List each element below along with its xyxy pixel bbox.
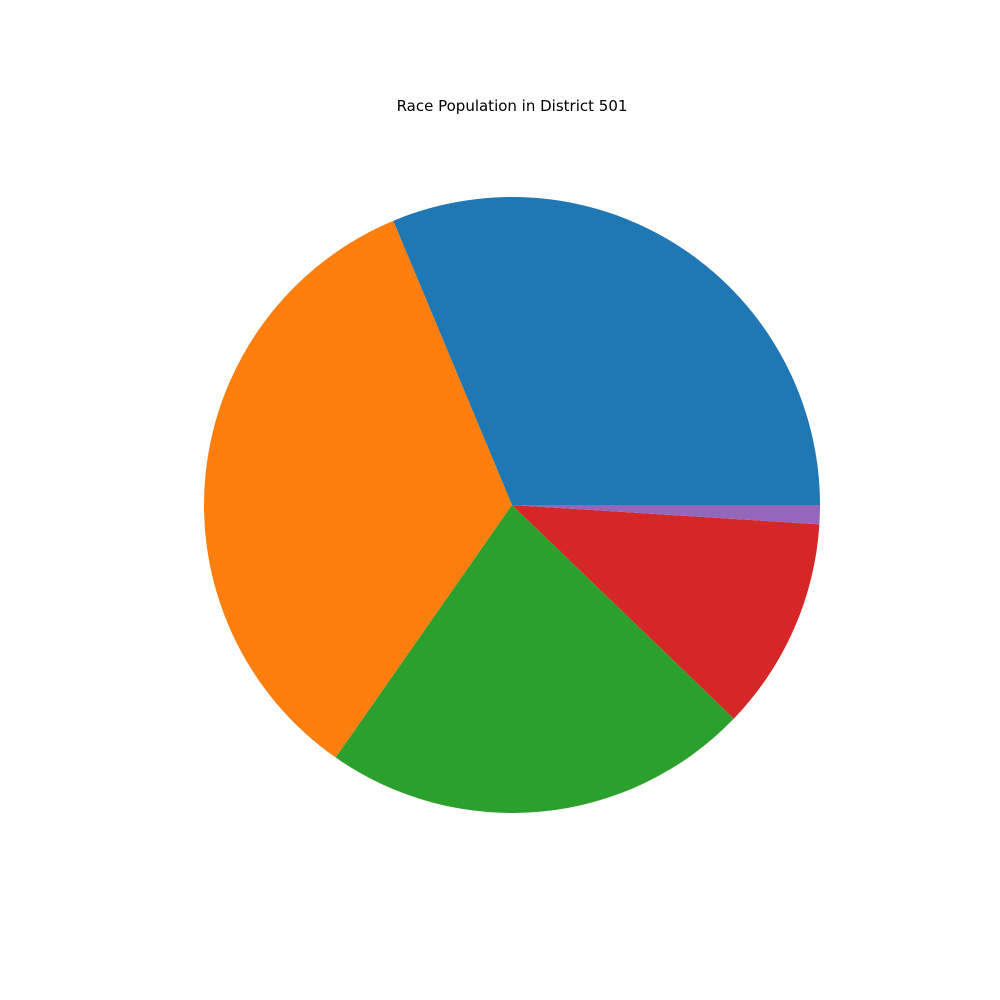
- pie-slice-4: [512, 505, 820, 719]
- pie-slice-1: [393, 197, 820, 506]
- chart-title: Race Population in District 501: [396, 97, 628, 115]
- pie-slice-2: [203, 220, 512, 758]
- pie-slice-5: [512, 505, 820, 525]
- pie-slice-3: [335, 505, 734, 814]
